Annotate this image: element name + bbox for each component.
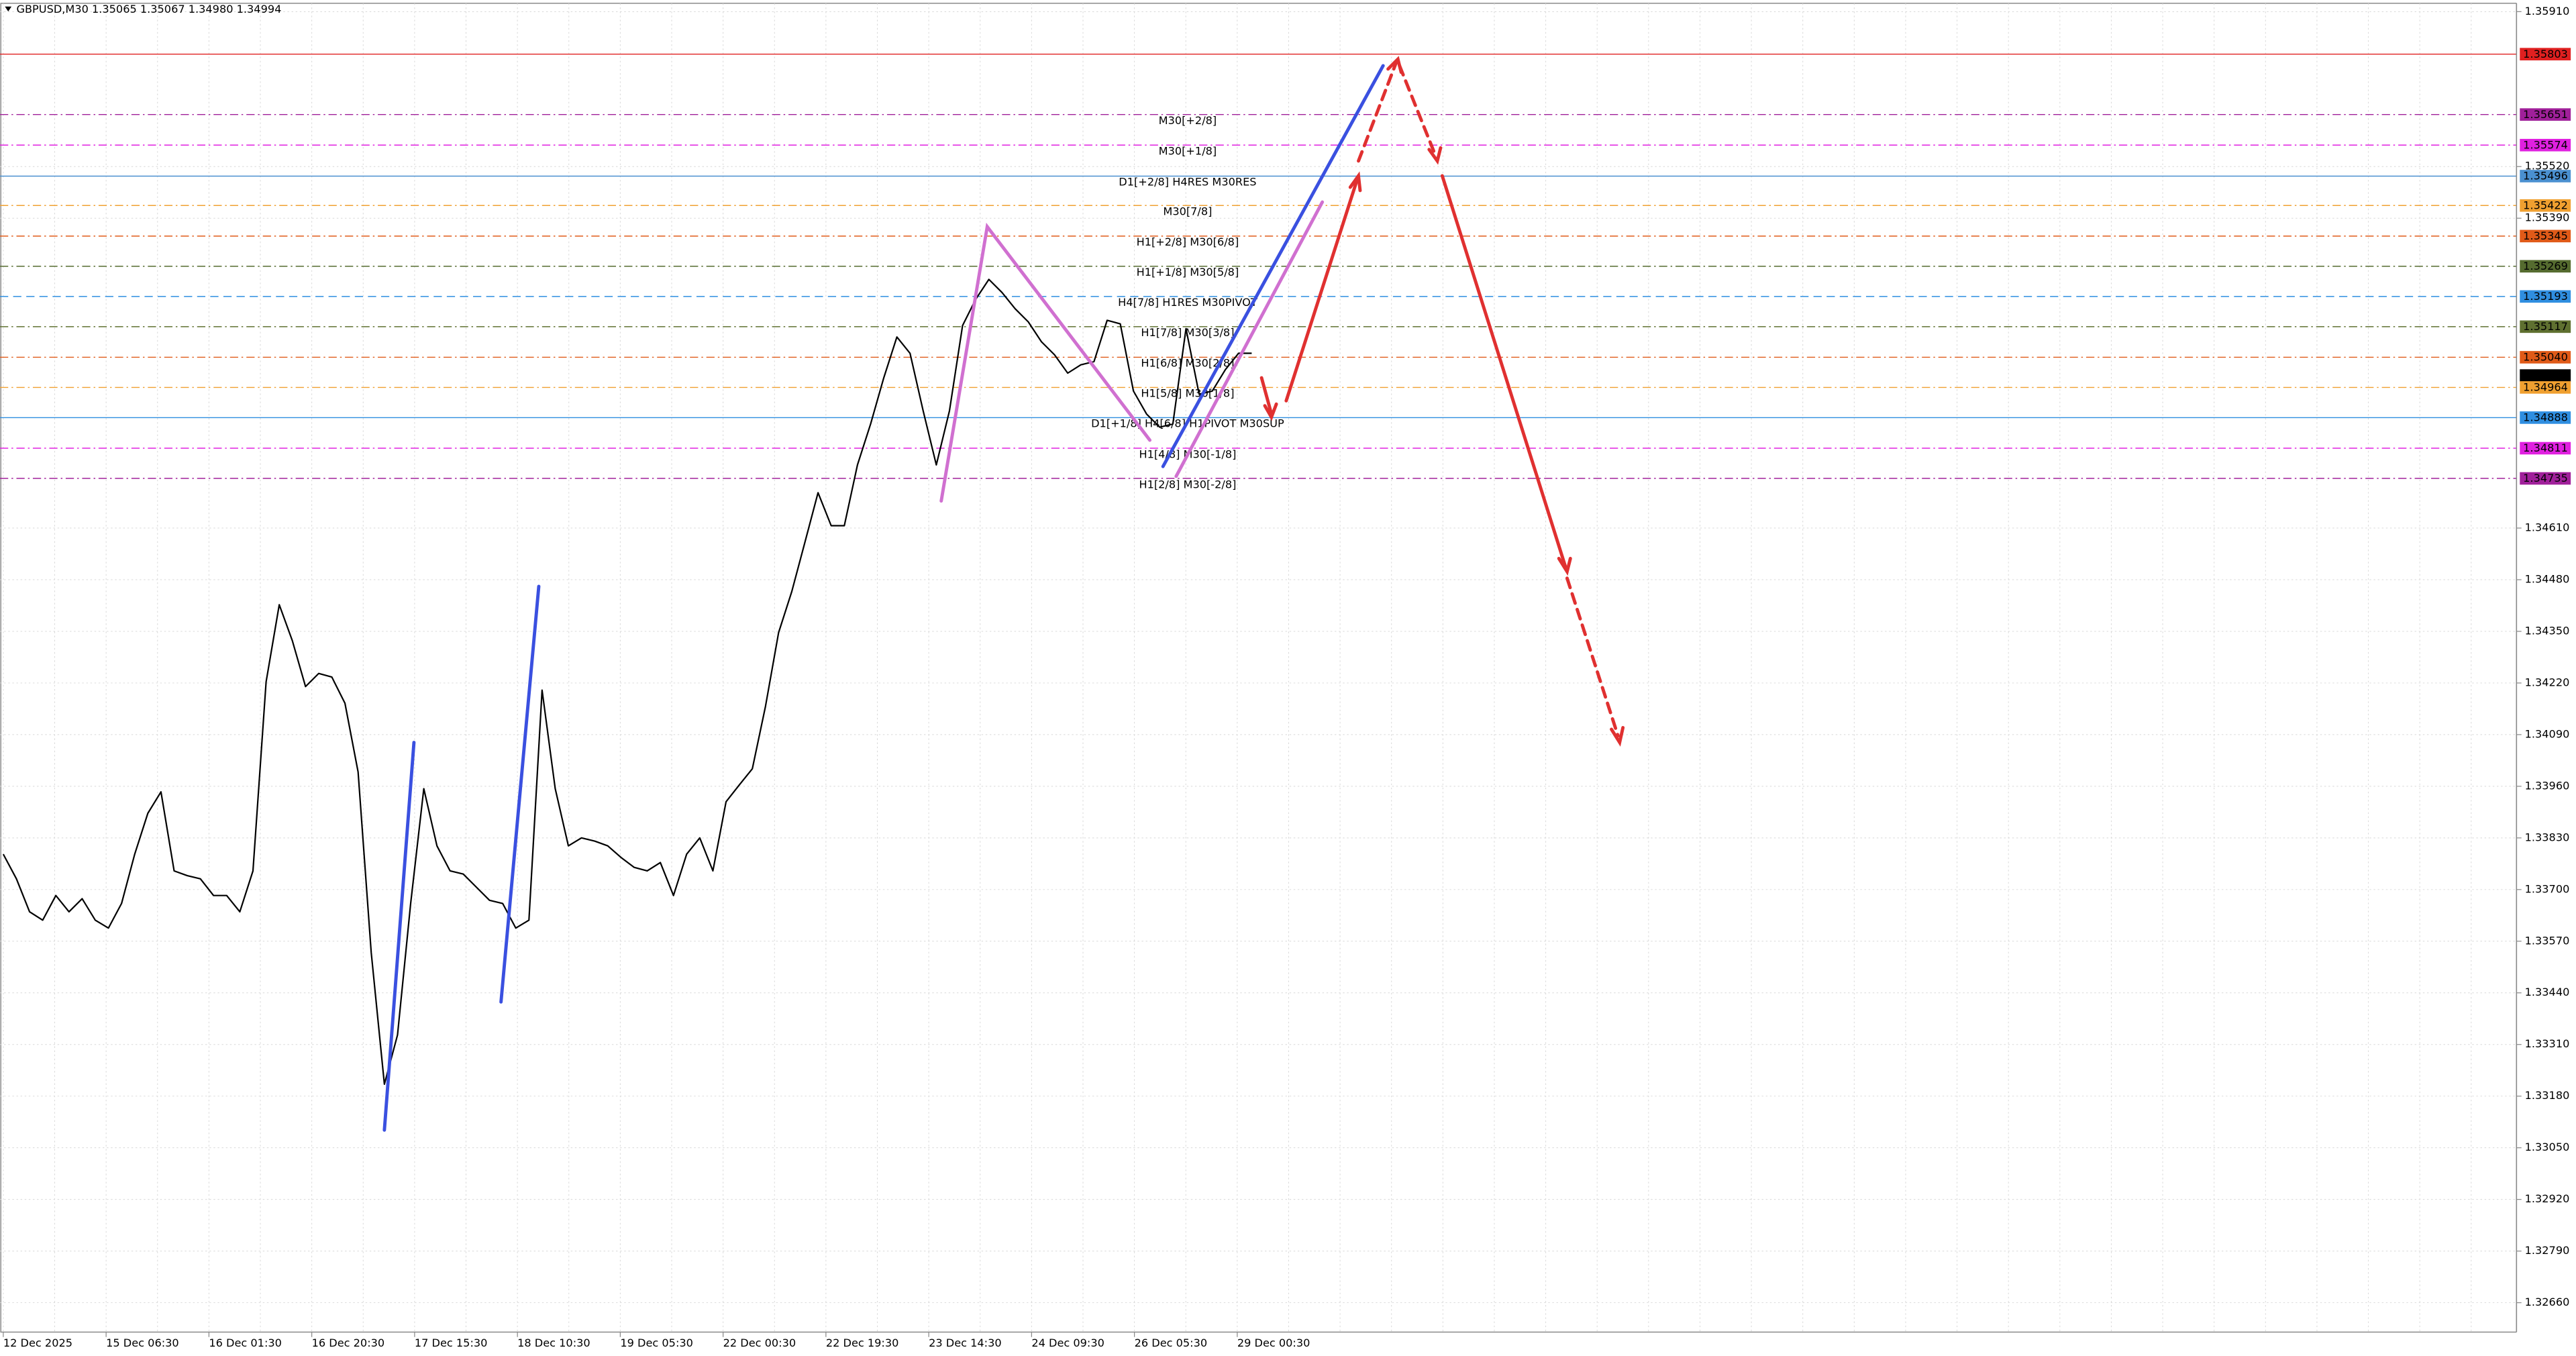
- x-tick-label: 22 Dec 00:30: [723, 1337, 796, 1349]
- level-name: M30[+1/8]: [1159, 145, 1217, 158]
- price-box-label: 1.34888: [2523, 411, 2568, 424]
- x-tick-label: 16 Dec 20:30: [312, 1337, 385, 1349]
- level-name: H1[+2/8] M30[6/8]: [1137, 236, 1239, 248]
- drawings: [382, 56, 1625, 1132]
- forecast: [1259, 56, 1625, 747]
- level-name: H1[2/8] M30[-2/8]: [1139, 478, 1236, 490]
- price-box: [2520, 320, 2571, 333]
- pattern-line: [1174, 200, 1325, 478]
- price-box: [2520, 229, 2571, 243]
- y-tick-label: 1.33570: [2525, 934, 2570, 947]
- series: [2, 278, 1252, 1086]
- price-box: [2520, 369, 2571, 382]
- y-tick-label: 1.34220: [2525, 676, 2570, 688]
- price-box: [2520, 290, 2571, 303]
- y-tick-label: 1.33960: [2525, 779, 2570, 792]
- level-name: H4[7/8] H1RES M30PIVOT: [1118, 296, 1257, 309]
- x-tick-label: 29 Dec 00:30: [1237, 1337, 1310, 1349]
- x-tick-label: 16 Dec 01:30: [209, 1337, 282, 1349]
- price-box: [2520, 441, 2571, 455]
- y-tick-label: 1.32790: [2525, 1244, 2570, 1257]
- y-tick-label: 1.33700: [2525, 882, 2570, 895]
- price-box-label: 1.35422: [2523, 199, 2568, 212]
- y-tick-label: 1.33310: [2525, 1037, 2570, 1050]
- trend-line: [382, 741, 416, 1132]
- price-box-label: 1.35574: [2523, 139, 2568, 152]
- x-tick-label: 19 Dec 05:30: [620, 1337, 693, 1349]
- price-box: [2520, 411, 2571, 424]
- grid: [0, 3, 2517, 1333]
- y-tick-label: 1.33830: [2525, 831, 2570, 843]
- y-tick-label: 1.33180: [2525, 1089, 2570, 1102]
- level-name: H1[6/8] M30[2/8]: [1141, 357, 1234, 370]
- price-box-label: 1.35040: [2523, 351, 2568, 364]
- price-box-label: 1.34964: [2523, 381, 2568, 394]
- y-tick-label: 1.32920: [2525, 1192, 2570, 1205]
- price-box-label: 1.35345: [2523, 229, 2568, 242]
- pattern-line: [939, 222, 1152, 503]
- x-tick-label: 18 Dec 10:30: [517, 1337, 590, 1349]
- y-tick-label: 1.35520: [2525, 160, 2570, 172]
- trend-line: [1161, 64, 1385, 468]
- x-tick-label: 17 Dec 15:30: [415, 1337, 488, 1349]
- level-name: H1[7/8] M30[3/8]: [1141, 326, 1234, 339]
- price-box: [2520, 170, 2571, 182]
- y-tick-label: 1.34480: [2525, 572, 2570, 585]
- price-box-label: 1.35117: [2523, 320, 2568, 333]
- level-name: D1[+2/8] H4RES M30RES: [1119, 176, 1256, 189]
- x-tick-label: 15 Dec 06:30: [106, 1337, 179, 1349]
- x-tick-label: 24 Dec 09:30: [1031, 1337, 1104, 1349]
- price-box-label: 1.34994: [2523, 369, 2568, 382]
- price-box: [2520, 48, 2571, 60]
- price-box-label: 1.35651: [2523, 108, 2568, 121]
- chart-title: GBPUSD,M30 1.35065 1.35067 1.34980 1.349…: [16, 3, 281, 15]
- y-tick-label: 1.34350: [2525, 624, 2570, 637]
- level-name: M30[7/8]: [1163, 205, 1212, 218]
- y-tick-label: 1.34090: [2525, 727, 2570, 740]
- x-tick-label: 26 Dec 05:30: [1135, 1337, 1208, 1349]
- price-box: [2520, 351, 2571, 364]
- level-name: H1[+1/8] M30[5/8]: [1137, 266, 1239, 278]
- axes: 1.35910 1.35520 1.35390 1.34610 1.34480 1.343…: [3, 5, 2571, 1349]
- x-tick-label: 12 Dec 2025: [3, 1337, 72, 1349]
- level-name: H1[5/8] M30[1/8]: [1141, 387, 1234, 400]
- price-box: [2520, 381, 2571, 394]
- levels: M30[+2/8] M30[+1/8] D1[+2/8] H4RES M30RES M…: [0, 53, 2517, 490]
- price-box: [2520, 260, 2571, 273]
- y-tick-label: 1.33440: [2525, 986, 2570, 998]
- price-box-label: 1.35803: [2523, 48, 2568, 60]
- price-box: [2520, 472, 2571, 485]
- price-box-label: 1.34811: [2523, 441, 2568, 454]
- price-line: [2, 278, 1252, 1086]
- price-box-label: 1.35193: [2523, 290, 2568, 303]
- menu-icon[interactable]: [5, 6, 12, 12]
- y-tick-label: 1.32660: [2525, 1296, 2570, 1308]
- price-box: [2520, 108, 2571, 121]
- y-tick-label: 1.33050: [2525, 1141, 2570, 1153]
- price-box: [2520, 138, 2571, 152]
- x-tick-label: 22 Dec 19:30: [826, 1337, 899, 1349]
- price-axis-bg: [2516, 0, 2576, 1356]
- level-name: M30[+2/8]: [1159, 114, 1217, 127]
- trend-line: [499, 584, 541, 1004]
- price-box-label: 1.35496: [2523, 170, 2568, 182]
- y-tick-label: 1.34610: [2525, 521, 2570, 534]
- price-box: [2520, 199, 2571, 212]
- price-box-label: 1.34735: [2523, 472, 2568, 484]
- y-tick-label: 1.35910: [2525, 5, 2570, 17]
- price-box-label: 1.35269: [2523, 260, 2568, 272]
- y-tick-label: 1.35390: [2525, 211, 2570, 224]
- x-tick-label: 23 Dec 14:30: [929, 1337, 1002, 1349]
